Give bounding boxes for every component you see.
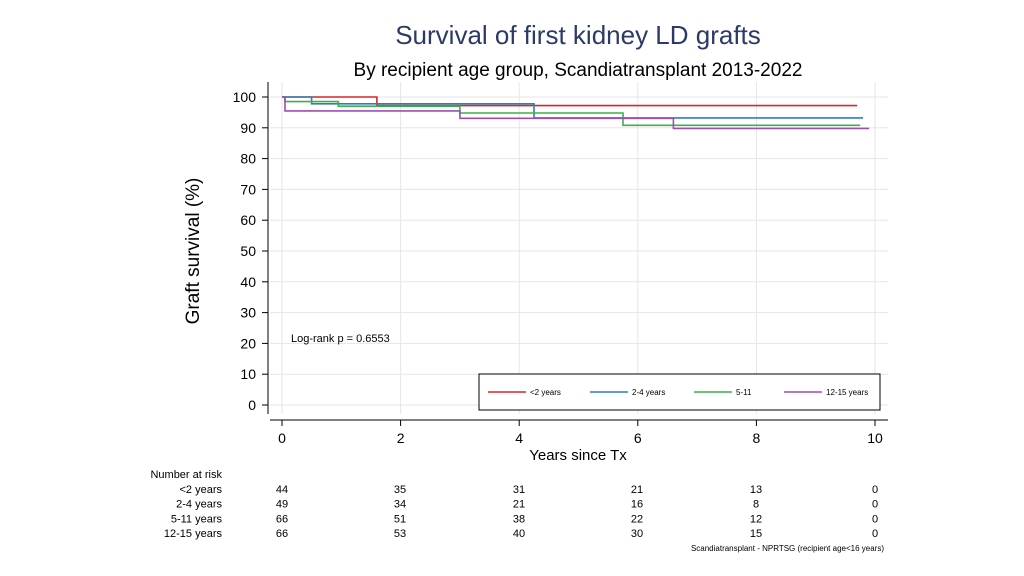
number-at-risk-table: Number at risk <2 years 44 35 31 21 13 0 2-4 ye…	[150, 469, 878, 540]
risk-cell: 49	[276, 499, 288, 511]
y-tick-label: 90	[240, 120, 256, 136]
series-line-1	[282, 96, 864, 119]
risk-cell: 0	[872, 513, 878, 525]
risk-row-label: 5-11 years	[171, 513, 223, 525]
risk-cell: 12	[750, 513, 762, 525]
x-tick-label: 6	[634, 430, 642, 446]
grid-layer	[270, 82, 888, 414]
risk-cell: 15	[750, 528, 762, 540]
risk-cell: 8	[753, 499, 759, 511]
risk-cell: 34	[394, 499, 406, 511]
risk-row-label: <2 years	[180, 484, 223, 496]
y-tick-label: 100	[233, 89, 257, 105]
axes-layer: 0 10 20 30 40 50 60 70 80 90 100 0 2 4 6 8 10	[233, 82, 888, 446]
footnote: Scandiatransplant - NPRTSG (recipient ag…	[691, 544, 884, 553]
series-line-3	[282, 96, 870, 130]
risk-cell: 66	[276, 513, 288, 525]
risk-cell: 30	[631, 528, 643, 540]
y-tick-label: 50	[240, 243, 256, 259]
risk-cell: 51	[394, 513, 406, 525]
risk-cell: 21	[631, 484, 643, 496]
chart-subtitle: By recipient age group, Scandiatransplan…	[354, 60, 803, 81]
x-axis-label: Years since Tx	[529, 447, 627, 464]
y-tick-label: 60	[240, 212, 256, 228]
x-tick-label: 2	[397, 430, 405, 446]
y-tick-label: 80	[240, 151, 256, 167]
risk-cell: 13	[750, 484, 762, 496]
legend-label-1: 2-4 years	[632, 388, 665, 397]
risk-cell: 53	[394, 528, 406, 540]
risk-cell: 40	[513, 528, 525, 540]
logrank-annotation: Log-rank p = 0.6553	[291, 333, 390, 345]
y-tick-label: 0	[248, 397, 256, 413]
risk-cell: 0	[872, 484, 878, 496]
risk-cell: 44	[276, 484, 288, 496]
risk-cell: 0	[872, 528, 878, 540]
y-axis-label: Graft survival (%)	[183, 178, 204, 325]
series-line-0	[282, 96, 858, 107]
risk-row-label: 12-15 years	[164, 528, 223, 540]
series-layer	[282, 96, 870, 130]
risk-cell: 0	[872, 499, 878, 511]
x-tick-label: 0	[278, 430, 286, 446]
legend-label-0: <2 years	[530, 388, 561, 397]
risk-cell: 38	[513, 513, 525, 525]
risk-cell: 66	[276, 528, 288, 540]
y-tick-label: 40	[240, 274, 256, 290]
legend-label-3: 12-15 years	[826, 388, 868, 397]
x-tick-label: 8	[753, 430, 761, 446]
y-tick-label: 30	[240, 305, 256, 321]
risk-cell: 31	[513, 484, 525, 496]
x-tick-label: 10	[867, 430, 883, 446]
risk-table-header: Number at risk	[150, 469, 222, 481]
legend-label-2: 5-11	[736, 388, 752, 397]
x-tick-label: 4	[515, 430, 523, 446]
y-tick-label: 20	[240, 335, 256, 351]
y-tick-label: 10	[240, 366, 256, 382]
risk-row-label: 2-4 years	[176, 499, 222, 511]
risk-cell: 22	[631, 513, 643, 525]
y-tick-label: 70	[240, 181, 256, 197]
risk-cell: 21	[513, 499, 525, 511]
risk-cell: 35	[394, 484, 406, 496]
risk-cell: 16	[631, 499, 643, 511]
legend: <2 years 2-4 years 5-11 12-15 years	[478, 373, 881, 411]
chart-title: Survival of first kidney LD grafts	[395, 20, 761, 50]
